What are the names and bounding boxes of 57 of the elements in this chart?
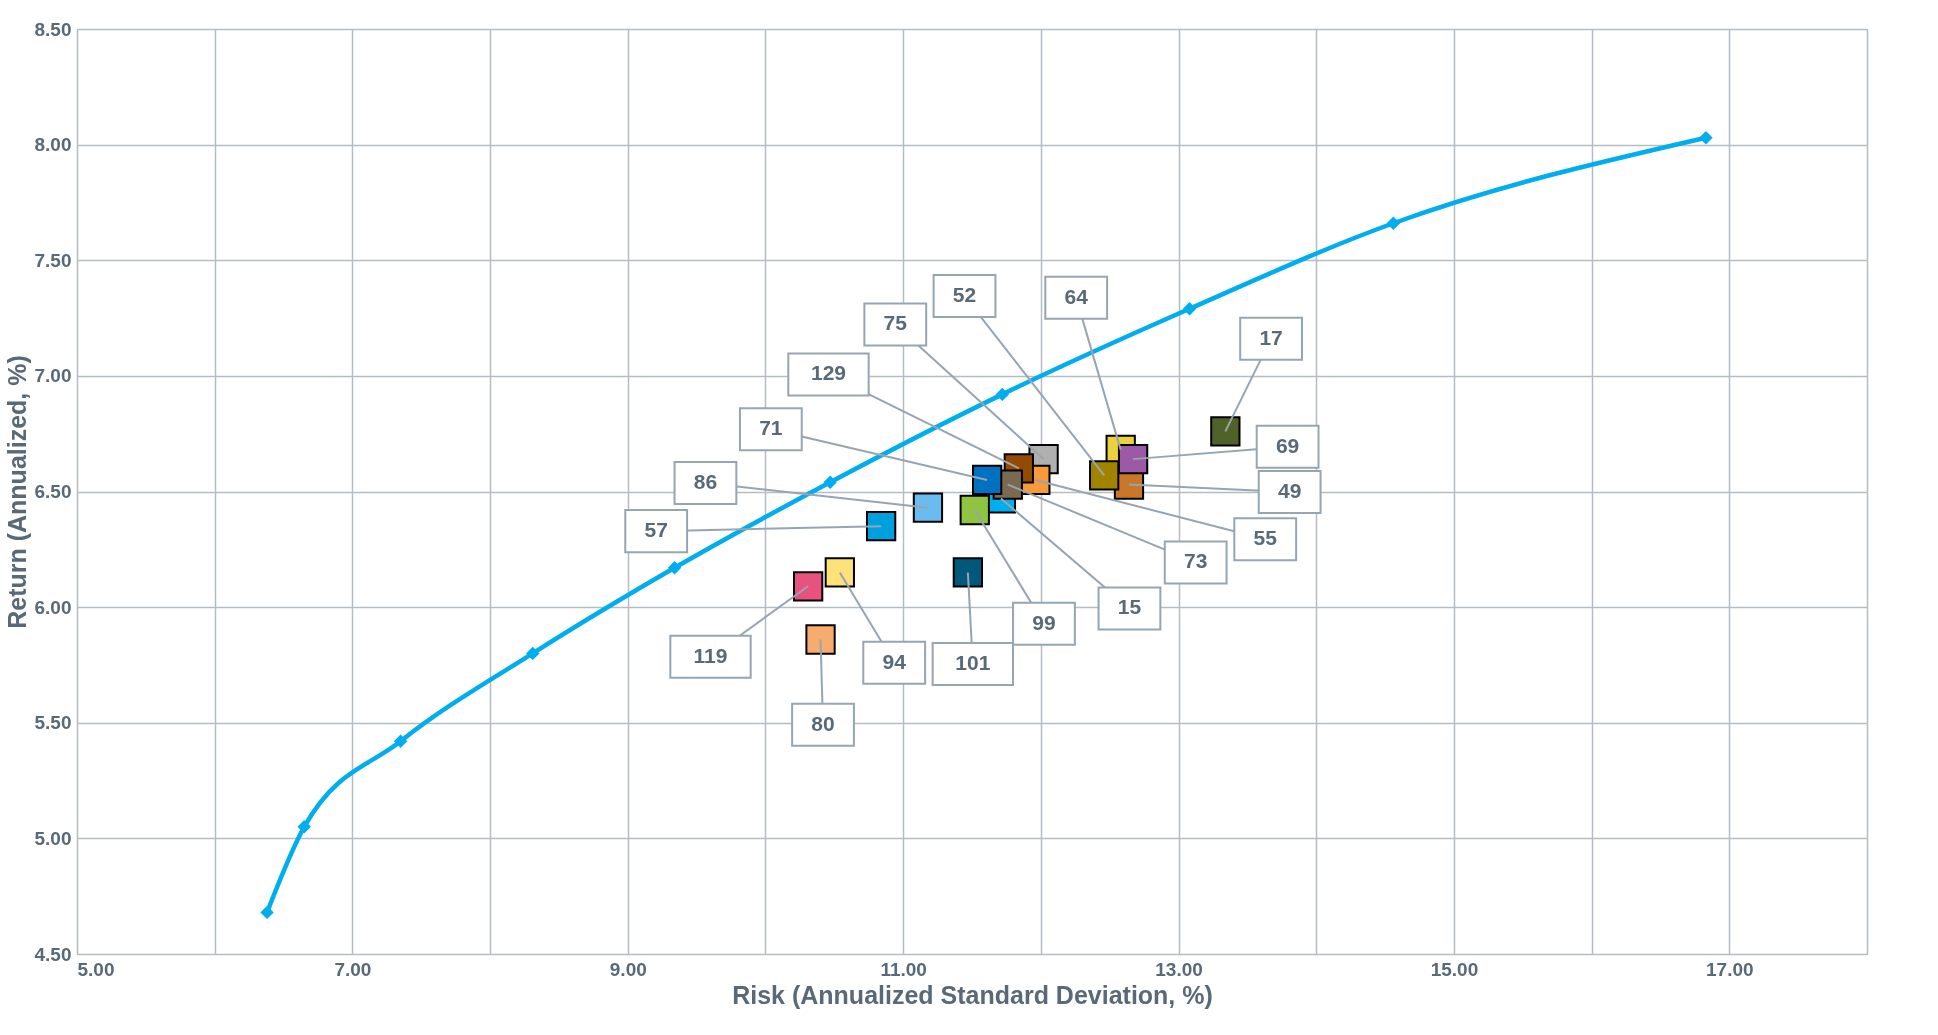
text: 15	[1117, 595, 1142, 619]
text: 49	[1277, 478, 1302, 502]
point	[823, 475, 837, 489]
y-tick-label: 5.00	[34, 827, 72, 849]
point	[793, 571, 824, 602]
y-tick-label: 7.00	[34, 365, 72, 387]
text: 80	[811, 711, 835, 735]
x-tick-label: 11.00	[880, 958, 927, 980]
text: 71	[759, 416, 783, 440]
text: 75	[883, 311, 908, 335]
point	[1210, 416, 1241, 447]
x-tick-label: 9.00	[609, 958, 647, 980]
point	[959, 494, 990, 526]
point	[995, 387, 1009, 402]
y-tick-label: 6.00	[34, 596, 72, 618]
y-axis-title: Return (Annualized, %)	[2, 355, 31, 629]
point	[526, 646, 540, 661]
x-tick-label: 15.00	[1430, 958, 1479, 980]
point	[865, 511, 897, 542]
point	[1386, 216, 1401, 230]
point	[1117, 443, 1149, 475]
point	[1699, 130, 1713, 145]
y-tick-label: 6.50	[34, 481, 72, 502]
text: 17	[1259, 325, 1283, 349]
point	[805, 624, 836, 655]
text: 64	[1064, 284, 1089, 308]
text: 129	[810, 361, 846, 385]
x-tick-label: 13.00	[1155, 958, 1203, 980]
text: 57	[644, 518, 668, 542]
text: 69	[1275, 433, 1300, 457]
point	[393, 734, 408, 748]
point	[824, 557, 855, 588]
point	[912, 492, 944, 523]
y-tick-label: 5.50	[34, 712, 72, 734]
point	[952, 557, 984, 588]
point	[297, 820, 311, 834]
y-tick-label: 8.50	[34, 18, 72, 40]
point	[1182, 302, 1197, 316]
text: 73	[1183, 549, 1208, 573]
point	[1089, 460, 1120, 491]
text: 94	[882, 649, 907, 673]
text: 55	[1253, 526, 1278, 550]
x-tick-label: 7.00	[334, 958, 372, 980]
x-tick-label: 5.00	[77, 958, 115, 980]
text: 99	[1032, 610, 1056, 634]
point	[260, 905, 274, 920]
point	[667, 561, 682, 575]
point	[972, 464, 1003, 496]
x-tick-label: 17.00	[1706, 958, 1754, 980]
text: 52	[952, 283, 977, 307]
text: 86	[693, 469, 718, 493]
y-tick-label: 4.50	[34, 943, 72, 965]
y-tick-label: 8.00	[34, 134, 72, 156]
text: 119	[693, 643, 728, 667]
text: 101	[955, 650, 991, 674]
y-tick-label: 7.50	[34, 249, 72, 271]
x-axis-title: Risk (Annualized Standard Deviation, %)	[732, 980, 1213, 1009]
